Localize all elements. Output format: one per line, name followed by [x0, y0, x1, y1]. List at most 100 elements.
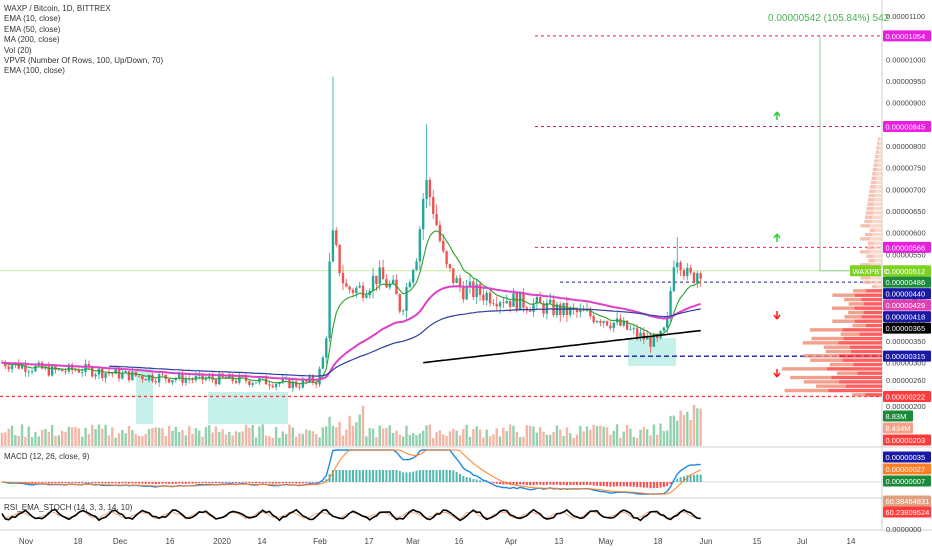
macd-histogram-bar: [696, 474, 699, 482]
macd-histogram-bar: [545, 482, 548, 485]
candle-body: [10, 365, 14, 370]
macd-histogram-bar: [148, 482, 151, 484]
indicator-ema50[interactable]: EMA (50, close): [4, 24, 61, 34]
candle-body: [345, 283, 348, 287]
symbol-title[interactable]: WAXP / Bitcoin, 1D, BITTREX: [4, 4, 111, 13]
macd-histogram-bar: [495, 482, 498, 484]
macd-histogram-bar: [335, 470, 338, 482]
volume-bar: [619, 437, 622, 446]
volume-bar: [549, 434, 552, 446]
macd-histogram-bar: [355, 470, 358, 482]
macd-histogram-bar: [141, 482, 144, 484]
macd-histogram-bar: [61, 482, 64, 484]
macd-histogram-bar: [71, 482, 74, 483]
volume-bar: [635, 437, 639, 446]
macd-histogram-bar: [365, 470, 368, 482]
indicator-ema100[interactable]: EMA (100, close): [4, 66, 65, 76]
candle-body: [117, 369, 121, 379]
rsi-legend[interactable]: RSI_EMA_STOCH (14, 3, 3, 14, 10): [4, 503, 133, 512]
candle-body: [358, 285, 361, 288]
rsi-line: [1, 508, 701, 522]
macd-histogram-bar: [121, 482, 124, 484]
indicator-ema10[interactable]: EMA (10, close): [4, 14, 61, 24]
macd-legend[interactable]: MACD (12, 26, close, 9): [4, 452, 90, 461]
vpvr-bar: [844, 315, 862, 319]
candle-body: [592, 316, 595, 323]
macd-histogram-bar: [569, 482, 572, 485]
vpvr-bar: [845, 384, 882, 388]
vpvr-bar: [842, 358, 882, 362]
vpvr-bar: [864, 232, 873, 237]
volume-bar: [512, 425, 515, 446]
price-badge: 0.00000566: [883, 241, 931, 253]
badge-text: 60.23809524: [886, 508, 930, 517]
time-axis-tick: 15: [753, 537, 762, 546]
badge-background: [883, 276, 931, 288]
macd-histogram-bar: [161, 482, 164, 484]
candle-body: [398, 294, 401, 312]
vpvr-bar: [849, 345, 882, 349]
volume-bar: [475, 426, 478, 446]
volume-bar: [612, 430, 615, 446]
candle-body: [184, 378, 188, 383]
candle-body: [248, 381, 251, 386]
volume-bar: [254, 437, 258, 446]
vpvr-bar: [875, 150, 879, 154]
candle-body: [228, 374, 231, 380]
vpvr-bar: [825, 349, 851, 354]
vpvr-bar: [811, 336, 844, 341]
candle-body: [485, 292, 488, 301]
macd-histogram-bar: [97, 482, 100, 484]
volume-bar: [622, 431, 625, 446]
time-axis-tick: 18: [654, 537, 663, 546]
candle-body: [57, 369, 61, 370]
macd-histogram-bar: [469, 477, 471, 482]
volume-bar: [234, 431, 238, 446]
candle-body: [20, 365, 24, 369]
indicator-vol[interactable]: Vol (20): [4, 45, 32, 55]
volume-bar: [408, 434, 412, 446]
volume-bar: [281, 431, 284, 446]
candle-body: [508, 300, 512, 307]
badge-text: 0.00000315: [886, 352, 926, 361]
candle-body: [171, 380, 174, 383]
macd-histogram-bar: [382, 470, 385, 482]
price-axis-tick: 0.00001000: [886, 55, 926, 64]
indicator-ma200[interactable]: MA (200, close): [4, 35, 60, 45]
candle-body: [569, 307, 572, 316]
candle-body: [635, 328, 639, 337]
candle-body: [151, 374, 154, 382]
macd-histogram-bar: [51, 482, 54, 484]
macd-histogram-bar: [144, 482, 147, 484]
candle-body: [545, 302, 549, 314]
candle-body: [679, 262, 682, 271]
macd-histogram-bar: [666, 482, 669, 487]
indicator-vpvr[interactable]: VPVR (Number Of Rows, 100, Up/Down, 70): [4, 56, 164, 66]
volume-bar: [50, 425, 54, 446]
vpvr-bar: [870, 185, 876, 189]
macd-histogram-bar: [452, 470, 455, 482]
vpvr-bar: [790, 375, 832, 380]
volume-bar: [107, 435, 111, 446]
ma200-line: [423, 329, 701, 364]
time-axis-tick: 16: [166, 537, 175, 546]
candle-body: [539, 297, 542, 304]
macd-histogram-bar: [191, 482, 194, 484]
vpvr-bar: [869, 250, 882, 254]
macd-histogram-bar: [238, 482, 241, 483]
volume-bar: [308, 430, 311, 446]
badge-background: [883, 475, 931, 487]
macd-histogram-bar: [435, 470, 438, 482]
volume-bar: [251, 424, 254, 446]
candle-body: [204, 378, 208, 380]
macd-histogram-bar: [362, 470, 365, 482]
candle-body: [401, 310, 405, 312]
macd-histogram-bar: [616, 482, 619, 487]
volume-bar: [699, 408, 702, 446]
macd-histogram-bar: [67, 482, 70, 483]
macd-histogram-bar: [34, 482, 37, 484]
macd-histogram-bar: [525, 482, 528, 486]
price-axis-tick: 0.00000750: [886, 164, 926, 173]
candle-body: [498, 302, 502, 307]
